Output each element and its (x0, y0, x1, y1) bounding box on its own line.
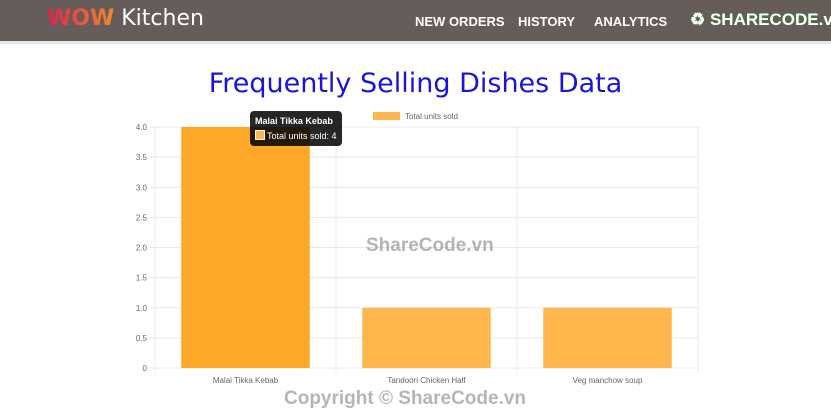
chart-tooltip: Malai Tikka Kebab Total units sold: 4 (250, 111, 342, 146)
x-tick-label: Veg manchow soup (573, 376, 643, 385)
watermark-logo: ♻ SHARECODE.vn (690, 10, 831, 29)
nav-new-orders[interactable]: NEW ORDERS (415, 14, 505, 29)
y-tick-label: 2.0 (136, 244, 148, 253)
bar[interactable] (181, 127, 310, 368)
x-tick-label: Tandoori Chicken Half (387, 376, 466, 385)
y-tick-label: 0 (143, 364, 148, 373)
y-tick-label: 3.0 (136, 183, 148, 192)
y-tick-label: 1.0 (136, 304, 148, 313)
y-tick-label: 4.0 (136, 123, 148, 132)
bar[interactable] (362, 307, 491, 368)
y-tick-label: 0.5 (136, 334, 148, 343)
legend-label: Total units sold (405, 112, 458, 121)
nav-analytics[interactable]: ANALYTICS (594, 14, 668, 29)
x-tick-label: Malai Tikka Kebab (213, 376, 279, 385)
y-tick-label: 1.5 (136, 274, 148, 283)
y-tick-label: 2.5 (136, 213, 148, 222)
legend-swatch (373, 112, 400, 120)
navbar: WOW Kitchen NEW ORDERS HISTORY ANALYTICS… (0, 0, 831, 44)
watermark-footer: Copyright © ShareCode.vn (284, 388, 527, 409)
y-tick-label: 3.5 (136, 153, 148, 162)
bar[interactable] (543, 307, 672, 368)
brand-logo[interactable]: WOW Kitchen (47, 6, 204, 31)
tooltip-swatch (255, 130, 265, 140)
page-title: Frequently Selling Dishes Data (208, 68, 623, 99)
nav-history[interactable]: HISTORY (518, 14, 576, 29)
watermark-center: ShareCode.vn (366, 235, 494, 256)
